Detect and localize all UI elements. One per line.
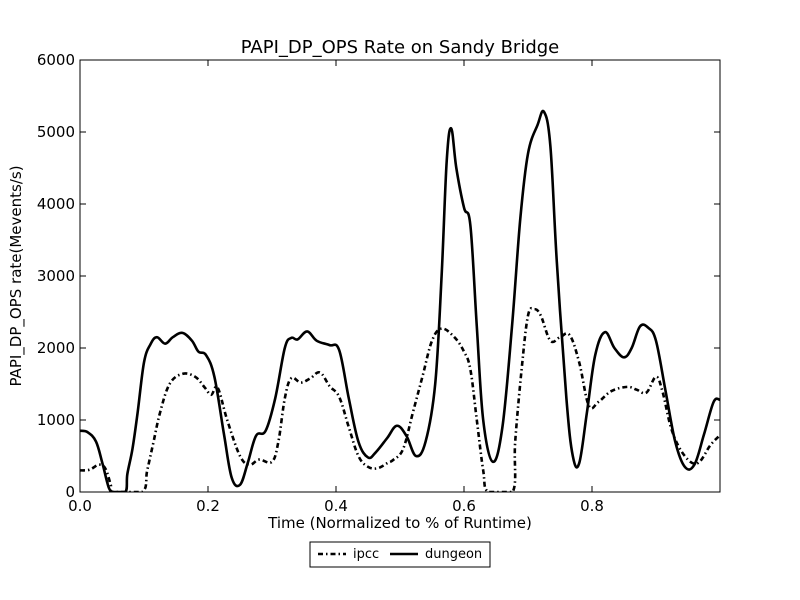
chart-title: PAPI_DP_OPS Rate on Sandy Bridge xyxy=(241,37,560,58)
plot-area: 0.0 0.2 0.4 0.6 0.8 0 1000 2000 3000 4000 5000 6000 xyxy=(37,51,721,515)
series-group xyxy=(80,109,720,492)
x-tick-label: 0.8 xyxy=(580,497,604,515)
legend-label-ipcc: ipcc xyxy=(353,547,379,562)
x-axis-label: Time (Normalized to % of Runtime) xyxy=(267,514,532,532)
x-tick-label: 0.6 xyxy=(452,497,476,515)
y-tick-label: 3000 xyxy=(37,267,75,285)
legend: ipcc dungeon xyxy=(309,541,491,568)
series-line-ipcc xyxy=(80,306,720,492)
axes-frame xyxy=(79,59,721,493)
y-axis-label: PAPI_DP_OPS rate(Mevents/s) xyxy=(7,165,26,386)
x-tick-label: 0.2 xyxy=(196,497,220,515)
ticks-group: 0.0 0.2 0.4 0.6 0.8 0 1000 2000 3000 4000 5000 6000 xyxy=(37,51,720,515)
y-tick-label: 5000 xyxy=(37,123,75,141)
legend-label-dungeon: dungeon xyxy=(425,547,482,562)
y-tick-label: 2000 xyxy=(37,339,75,357)
y-tick-label: 4000 xyxy=(37,195,75,213)
y-tick-label: 0 xyxy=(65,483,75,501)
y-tick-label: 1000 xyxy=(37,411,75,429)
x-tick-label: 0.4 xyxy=(324,497,348,515)
y-tick-label: 6000 xyxy=(37,51,75,69)
series-line-dungeon xyxy=(80,109,720,492)
x-tick-label: 0.0 xyxy=(68,497,92,515)
